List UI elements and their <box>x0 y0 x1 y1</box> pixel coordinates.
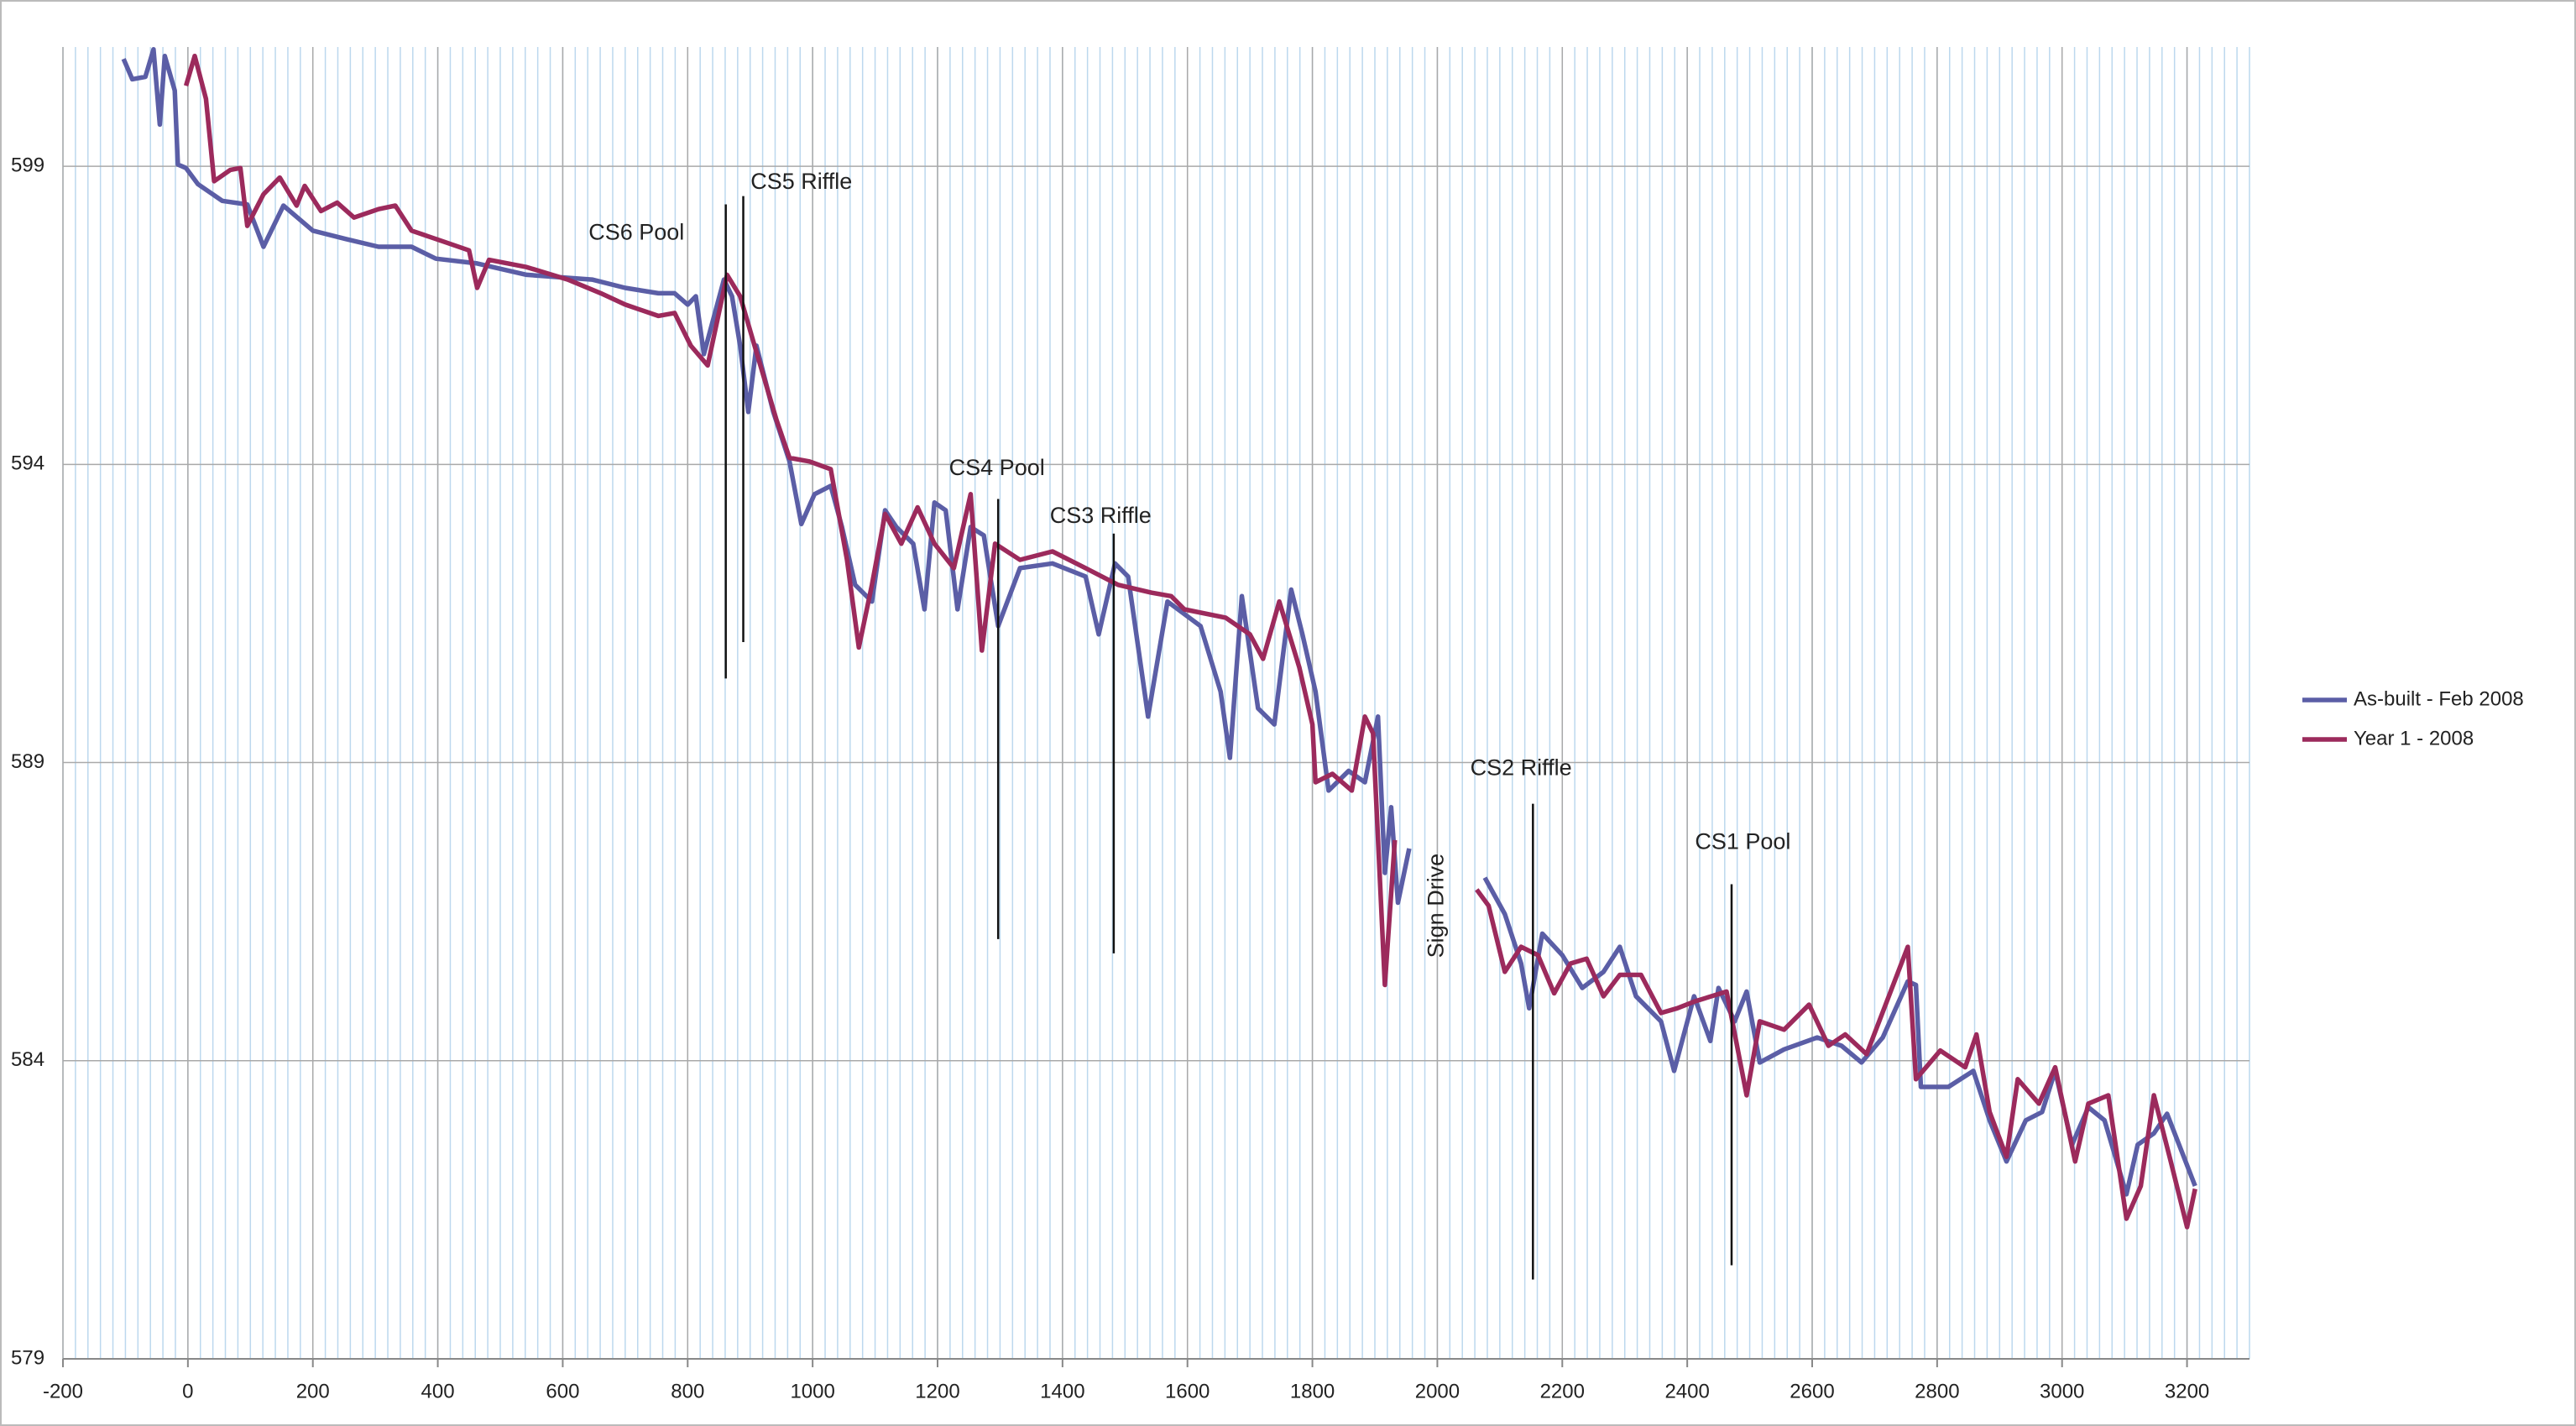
x-tick-label: -200 <box>43 1380 83 1402</box>
x-tick-label: 0 <box>182 1380 193 1402</box>
x-tick-label: 1600 <box>1165 1380 1210 1402</box>
x-tick-label: 2800 <box>1915 1380 1959 1402</box>
x-tick-label: 1200 <box>915 1380 959 1402</box>
annotation: Sign Drive <box>1424 854 1449 959</box>
legend-label: As-built - Feb 2008 <box>2354 687 2524 710</box>
x-tick-label: 2600 <box>1790 1380 1834 1402</box>
x-tick-label: 2000 <box>1415 1380 1460 1402</box>
y-tick-label: 579 <box>11 1346 44 1369</box>
x-tick-label: 600 <box>546 1380 579 1402</box>
annotation: CS5 Riffle <box>750 169 852 194</box>
x-tick-label: 200 <box>296 1380 330 1402</box>
x-tick-label: 3000 <box>2040 1380 2084 1402</box>
y-tick-label: 599 <box>11 154 44 176</box>
x-tick-label: 3200 <box>2165 1380 2209 1402</box>
x-tick-label: 2400 <box>1664 1380 1709 1402</box>
x-tick-label: 800 <box>671 1380 704 1402</box>
y-tick-label: 589 <box>11 750 44 773</box>
annotation: CS3 Riffle <box>1050 503 1152 528</box>
x-tick-label: 1400 <box>1040 1380 1084 1402</box>
x-tick-label: 400 <box>421 1380 455 1402</box>
x-tick-label: 1800 <box>1290 1380 1335 1402</box>
y-tick-label: 594 <box>11 452 44 475</box>
annotation: CS2 Riffle <box>1471 755 1572 780</box>
x-tick-label: 1000 <box>790 1380 834 1402</box>
y-tick-label: 584 <box>11 1048 44 1071</box>
legend-label: Year 1 - 2008 <box>2354 727 2474 750</box>
x-tick-label: 2200 <box>1540 1380 1585 1402</box>
annotation: CS6 Pool <box>588 219 684 244</box>
series-line <box>183 53 2197 1230</box>
annotation: CS4 Pool <box>949 455 1045 480</box>
annotation: CS1 Pool <box>1695 829 1790 854</box>
